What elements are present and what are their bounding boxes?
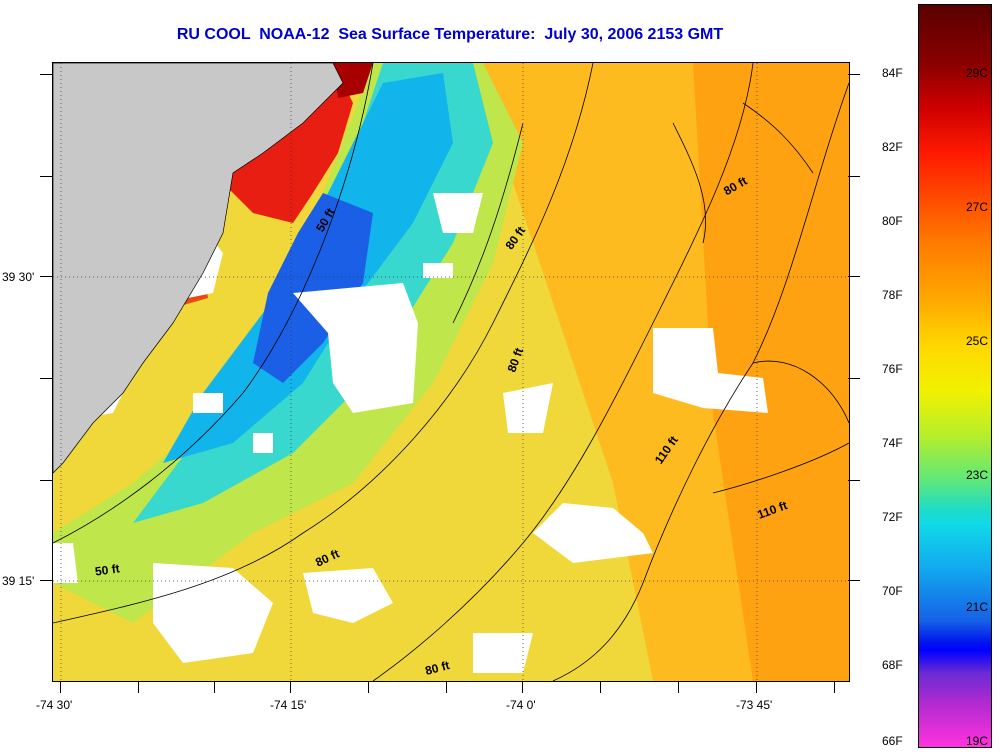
sst-field-darkred	[333, 63, 373, 98]
colorbar-f-label: 82F	[882, 140, 903, 154]
colorbar-f-label: 74F	[882, 436, 903, 450]
colorbar-c-label: 21C	[966, 600, 989, 614]
sst-field-warmest	[693, 63, 849, 681]
longitude-label: -74 0'	[506, 698, 536, 712]
temperature-colorbar	[918, 4, 992, 748]
sst-map[interactable]: 50 ft 80 ft 80 ft 80 ft 110 ft 110 ft 50…	[52, 62, 850, 682]
colorbar-f-label: 80F	[882, 214, 903, 228]
latitude-label: 39 15'	[2, 574, 35, 588]
map-title: RU COOL NOAA-12 Sea Surface Temperature:…	[176, 26, 724, 43]
land-mass	[53, 63, 344, 474]
colorbar-f-label: 84F	[882, 66, 903, 80]
sst-field-red	[223, 83, 353, 223]
sst-map-graphic	[53, 63, 849, 681]
colorbar-c-label: 27C	[966, 200, 989, 214]
colorbar-f-label: 66F	[882, 734, 903, 748]
graticule	[53, 63, 849, 681]
colorbar-f-label: 70F	[882, 584, 903, 598]
colorbar-f-label: 76F	[882, 362, 903, 376]
latitude-label: 39 30'	[2, 270, 35, 284]
depth-contours	[53, 63, 849, 681]
colorbar-c-label: 25C	[966, 334, 989, 348]
longitude-label: -74 15'	[270, 698, 307, 712]
colorbar-f-label: 68F	[882, 658, 903, 672]
colorbar-c-label: 23C	[966, 468, 989, 482]
colorbar-c-label: 19C	[966, 734, 989, 748]
longitude-label: -74 30'	[36, 698, 73, 712]
sst-field-blue	[253, 193, 373, 383]
colorbar-c-label: 29C	[966, 66, 989, 80]
colorbar-f-label: 72F	[882, 510, 903, 524]
colorbar-f-label: 78F	[882, 288, 903, 302]
longitude-label: -73 45'	[736, 698, 773, 712]
